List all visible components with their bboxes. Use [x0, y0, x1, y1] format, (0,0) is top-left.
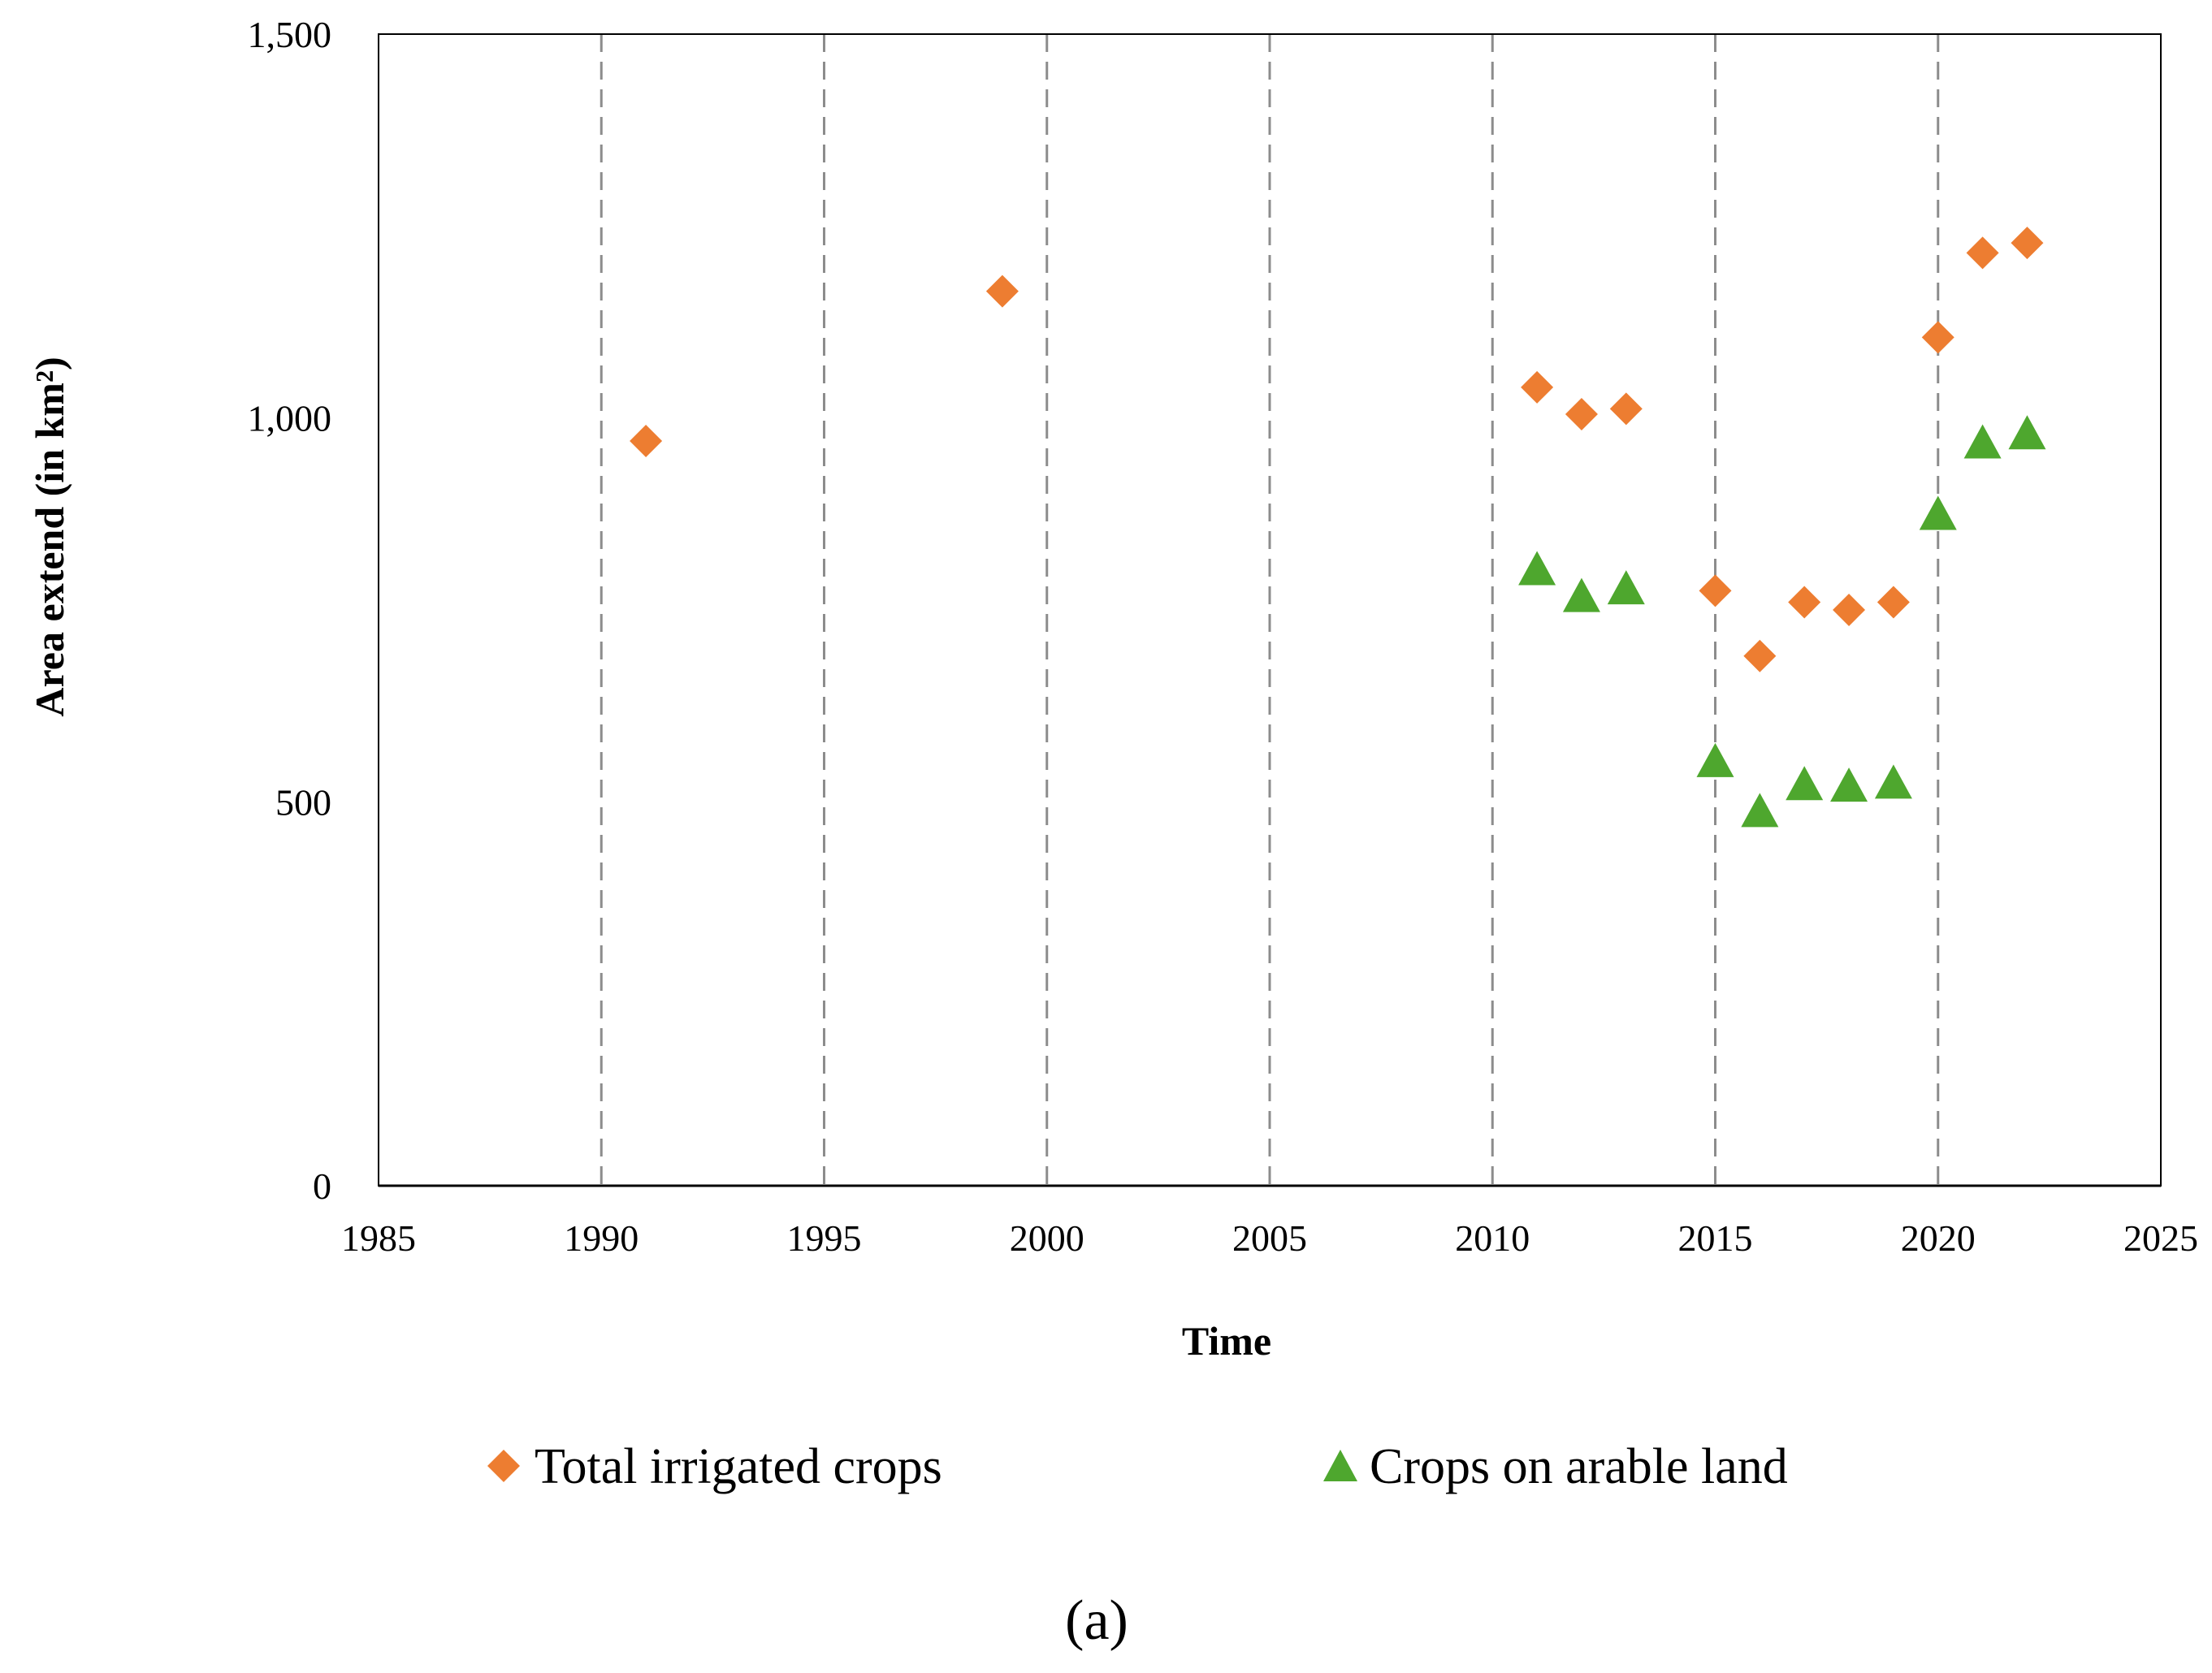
x-axis-ticks: 1985 1990 1995 2000 2005 2010 2015 2020 2025	[341, 1217, 2198, 1259]
point-crops-on-arable-land-2017	[1786, 766, 1824, 801]
point-crops-on-arable-land-2018	[1830, 767, 1868, 802]
point-crops-on-arable-land-2020	[1919, 495, 1957, 530]
point-total-irrigated-crops-2012	[1565, 397, 1598, 430]
y-axis-title: Area extend (in km²)	[27, 357, 72, 716]
point-crops-on-arable-land-2019	[1874, 764, 1912, 799]
y-axis-ticks: 0 500 1,000 1,500	[248, 14, 332, 1207]
figure-caption: (a)	[1065, 1589, 1128, 1652]
y-tick-label-0: 0	[313, 1165, 331, 1207]
point-crops-on-arable-land-2013	[1607, 570, 1645, 605]
x-tick-label-2005: 2005	[1232, 1217, 1307, 1259]
x-tick-label-1995: 1995	[787, 1217, 862, 1259]
point-crops-on-arable-land-2015	[1696, 742, 1734, 777]
point-total-irrigated-crops-2013	[1609, 392, 1643, 426]
point-crops-on-arable-land-2022	[2008, 415, 2046, 450]
point-total-irrigated-crops-2015	[1699, 574, 1732, 607]
legend-diamond-icon	[487, 1450, 520, 1482]
x-tick-label-1990: 1990	[564, 1217, 638, 1259]
point-total-irrigated-crops-2016	[1743, 639, 1777, 672]
legend-item-total-irrigated-crops: Total irrigated crops	[487, 1439, 942, 1494]
x-axis-title: Time	[1182, 1318, 1271, 1364]
gridlines	[600, 34, 1940, 1186]
legend: Total irrigated crops Crops on arable la…	[487, 1439, 1788, 1494]
point-total-irrigated-crops-2020	[1921, 321, 1954, 354]
point-crops-on-arable-land-2011	[1518, 551, 1556, 586]
x-tick-label-2000: 2000	[1010, 1217, 1084, 1259]
point-total-irrigated-crops-2021	[1966, 236, 1999, 270]
point-total-irrigated-crops-2022	[2011, 227, 2044, 260]
data-points	[630, 227, 2046, 828]
legend-label-total-irrigated-crops: Total irrigated crops	[535, 1439, 942, 1494]
point-crops-on-arable-land-2012	[1562, 577, 1600, 612]
point-crops-on-arable-land-2016	[1741, 793, 1779, 828]
y-tick-label-1000: 1,000	[248, 398, 332, 439]
x-tick-label-2010: 2010	[1455, 1217, 1530, 1259]
x-tick-label-2025: 2025	[2123, 1217, 2198, 1259]
legend-item-crops-on-arable-land: Crops on arable land	[1323, 1439, 1788, 1494]
point-total-irrigated-crops-2011	[1521, 370, 1554, 404]
legend-label-crops-on-arable-land: Crops on arable land	[1370, 1439, 1788, 1494]
legend-triangle-icon	[1323, 1450, 1357, 1481]
y-tick-label-1500: 1,500	[248, 14, 332, 55]
point-total-irrigated-crops-2019	[1877, 586, 1910, 619]
point-total-irrigated-crops-1999	[985, 275, 1019, 308]
y-tick-label-500: 500	[275, 781, 331, 823]
point-crops-on-arable-land-2021	[1963, 424, 2002, 459]
point-total-irrigated-crops-2018	[1833, 594, 1866, 626]
point-total-irrigated-crops-1991	[630, 425, 663, 458]
x-tick-label-2015: 2015	[1678, 1217, 1753, 1259]
x-tick-label-2020: 2020	[1901, 1217, 1976, 1259]
x-tick-label-1985: 1985	[341, 1217, 416, 1259]
point-total-irrigated-crops-2017	[1788, 586, 1821, 619]
